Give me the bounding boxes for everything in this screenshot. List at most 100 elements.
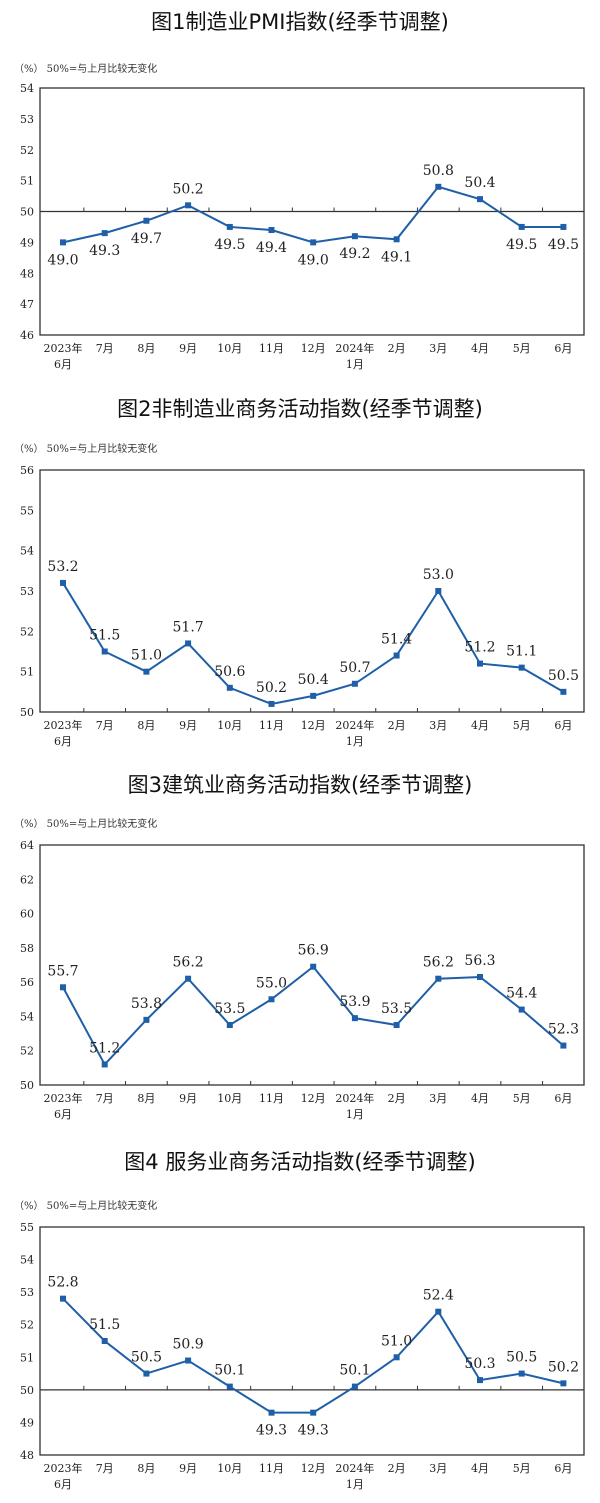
y-tick-label: 56: [20, 976, 34, 989]
data-point: [226, 1383, 233, 1390]
x-tick-label: 9月: [179, 719, 197, 732]
data-point: [268, 700, 275, 707]
data-point: [60, 984, 66, 991]
data-point: [560, 1380, 567, 1387]
x-tick-label: 9月: [179, 1092, 197, 1105]
data-label: 49.3: [298, 1423, 329, 1439]
data-label: 50.6: [214, 664, 245, 680]
data-label: 49.1: [381, 249, 412, 265]
plot-frame: [39, 469, 585, 713]
x-tick-label: 7月: [96, 342, 114, 355]
data-label: 51.0: [131, 648, 162, 664]
data-label: 55.0: [256, 975, 287, 991]
data-point: [185, 640, 192, 647]
data-label: 55.7: [47, 963, 78, 979]
y-tick-label: 50: [20, 1384, 34, 1397]
data-point: [518, 1006, 525, 1013]
x-tick-label: 3月: [429, 1462, 447, 1475]
x-tick-label: 6月: [554, 1462, 572, 1475]
data-point: [560, 688, 567, 695]
x-tick-label: 2024年: [335, 718, 374, 732]
y-tick-label: 53: [20, 1286, 34, 1299]
chart-3-title: 图3建筑业商务活动指数(经季节调整): [127, 773, 473, 797]
x-tick-label: 10月: [217, 1092, 242, 1105]
chart-2-title: 图2非制造业商务活动指数(经季节调整): [117, 397, 483, 421]
data-label: 50.4: [464, 175, 495, 191]
data-label: 49.3: [89, 243, 120, 259]
x-tick-label: 5月: [513, 1462, 531, 1475]
data-point: [351, 233, 358, 240]
x-tick-label: 3月: [429, 719, 447, 732]
x-tick-label: 5月: [513, 719, 531, 732]
data-label: 52.4: [423, 1288, 454, 1304]
y-tick-label: 48: [20, 1449, 34, 1462]
x-tick-label: 4月: [471, 719, 489, 732]
x-tick-label: 6月: [54, 1108, 72, 1121]
data-point: [477, 1377, 483, 1384]
data-label: 51.2: [89, 1040, 120, 1056]
data-point: [435, 1308, 442, 1315]
y-tick-label: 49: [20, 236, 34, 249]
data-point: [560, 223, 567, 230]
x-tick-label: 7月: [96, 1462, 114, 1475]
data-point: [143, 217, 150, 224]
data-label: 50.8: [423, 163, 454, 179]
data-label: 50.1: [339, 1363, 370, 1379]
data-label: 50.5: [548, 668, 579, 684]
data-label: 49.0: [47, 252, 78, 268]
x-tick-label: 6月: [554, 1092, 572, 1105]
data-label: 49.5: [548, 237, 579, 253]
x-tick-label: 1月: [346, 735, 364, 748]
data-label: 50.5: [506, 1350, 537, 1366]
data-label: 56.9: [298, 943, 329, 959]
data-point: [101, 1338, 108, 1344]
x-tick-label: 12月: [301, 342, 326, 355]
data-point: [101, 648, 108, 655]
data-point: [477, 196, 483, 203]
y-tick-label: 46: [20, 329, 34, 342]
data-label: 50.9: [173, 1337, 204, 1353]
y-tick-label: 55: [20, 1221, 34, 1234]
x-tick-label: 7月: [96, 719, 114, 732]
chart-1-title: 图1制造业PMI指数(经季节调整): [151, 10, 449, 34]
x-tick-label: 9月: [179, 1462, 197, 1475]
x-tick-label: 5月: [513, 1092, 531, 1105]
data-label: 50.5: [131, 1350, 162, 1366]
y-tick-label: 54: [20, 1254, 34, 1267]
y-tick-label: 58: [20, 942, 34, 955]
data-label: 54.4: [506, 986, 537, 1002]
y-tick-label: 54: [20, 1010, 34, 1023]
x-tick-label: 12月: [301, 1462, 326, 1475]
data-point: [185, 975, 192, 982]
data-label: 49.5: [214, 237, 245, 253]
data-point: [268, 1409, 275, 1416]
data-point: [310, 963, 317, 970]
data-label: 51.2: [464, 640, 495, 656]
data-label: 56.3: [464, 953, 495, 969]
x-tick-label: 11月: [259, 1092, 284, 1105]
x-tick-label: 5月: [513, 342, 531, 355]
data-point: [226, 223, 233, 230]
data-label: 51.5: [89, 1317, 120, 1333]
data-point: [393, 1354, 400, 1361]
data-label: 53.0: [423, 567, 454, 583]
x-tick-label: 1月: [346, 358, 364, 371]
x-tick-label: 4月: [471, 1462, 489, 1475]
data-label: 49.7: [131, 231, 162, 247]
data-label: 51.7: [173, 619, 204, 635]
data-label: 50.7: [339, 660, 370, 676]
data-point: [60, 1295, 66, 1302]
y-tick-label: 50: [20, 706, 34, 719]
data-point: [101, 230, 108, 237]
plot-frame: [39, 844, 585, 1086]
data-label: 53.2: [47, 559, 78, 575]
data-point: [310, 1409, 317, 1416]
data-point: [393, 236, 400, 243]
data-point: [560, 1042, 567, 1049]
y-tick-label: 52: [20, 625, 34, 638]
x-tick-label: 1月: [346, 1108, 364, 1121]
x-tick-label: 2024年: [335, 1461, 374, 1475]
data-label: 52.3: [548, 1022, 579, 1038]
x-tick-label: 2023年: [44, 1091, 83, 1105]
